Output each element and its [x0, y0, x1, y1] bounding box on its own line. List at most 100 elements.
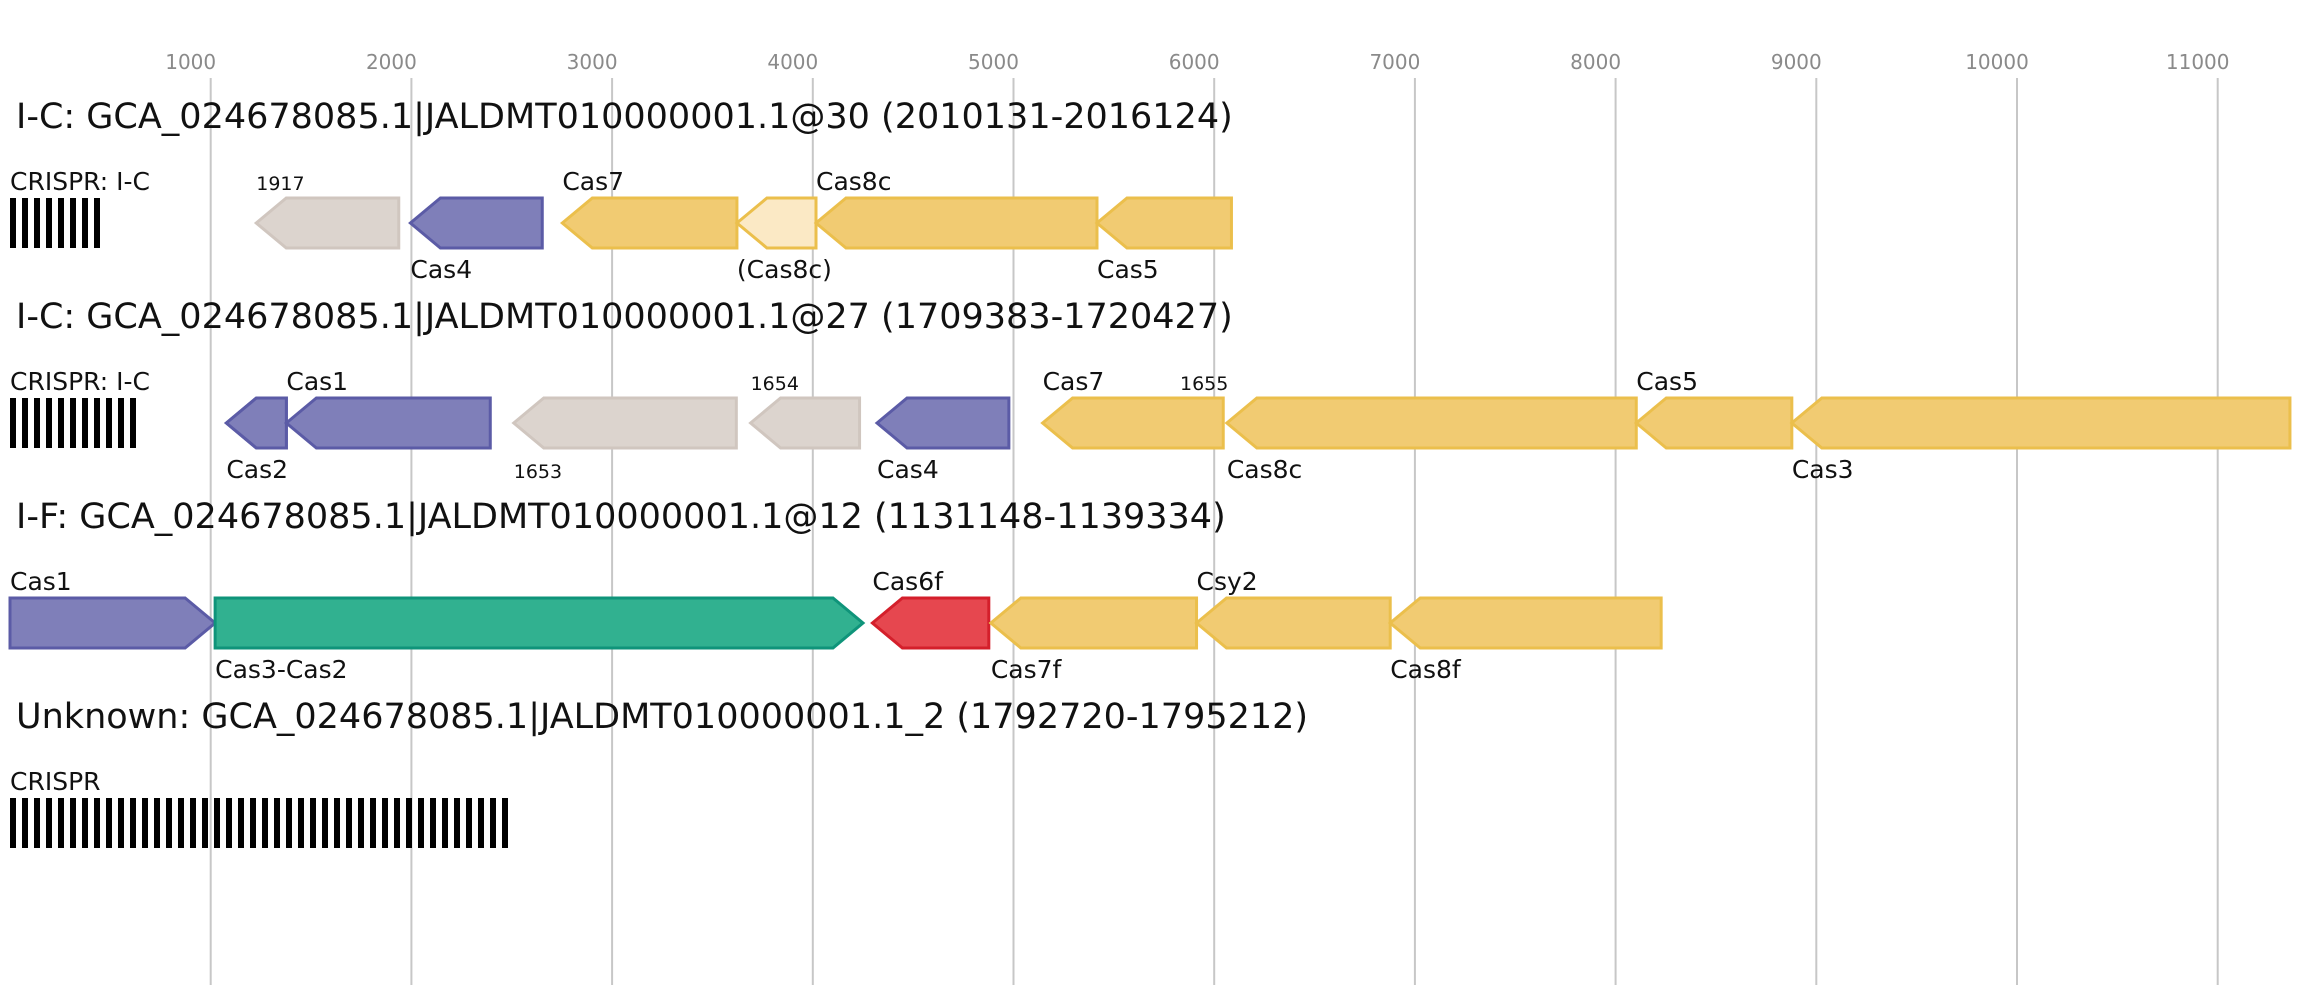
gene-label: 1654: [751, 373, 799, 395]
crispr-repeat: [70, 198, 76, 248]
gene-arrow: [1094, 196, 1233, 250]
gene-arrow: [1194, 596, 1392, 650]
axis-tick-label: 3000: [567, 50, 618, 74]
gene-label: Cas1: [10, 567, 72, 596]
crispr-repeat: [106, 398, 112, 448]
crispr-repeat: [238, 798, 244, 848]
gene-label: Cas2: [226, 455, 288, 484]
track: I-C: GCA_024678085.1|JALDMT010000001.1@3…: [10, 97, 1233, 284]
gene-label: Cas7: [562, 167, 624, 196]
axis-tick-label: 4000: [767, 50, 818, 74]
crispr-repeat: [82, 398, 88, 448]
tracks: I-C: GCA_024678085.1|JALDMT010000001.1@3…: [8, 97, 2292, 848]
crispr-repeat: [130, 798, 136, 848]
gene-arrow: [253, 196, 401, 250]
crispr-repeat: [46, 198, 52, 248]
crispr-repeat: [70, 398, 76, 448]
crispr-repeat: [118, 398, 124, 448]
gene-label: Cas3-Cas2: [215, 655, 347, 684]
crispr-repeat: [58, 398, 64, 448]
crispr-label: CRISPR: [10, 767, 101, 796]
gene-label: Cas1: [286, 367, 348, 396]
gene-arrow: [748, 396, 862, 450]
crispr-repeat: [502, 798, 508, 848]
crispr-repeat: [118, 798, 124, 848]
crispr-repeat: [70, 798, 76, 848]
crispr-repeat: [94, 198, 100, 248]
crispr-repeat: [442, 798, 448, 848]
gene-label: Cas7: [1043, 367, 1105, 396]
track: Unknown: GCA_024678085.1|JALDMT010000001…: [10, 697, 1308, 848]
gene-arrow: [870, 596, 991, 650]
crispr-label: CRISPR: I-C: [10, 167, 150, 196]
gene-arrow: [1633, 396, 1794, 450]
track: I-F: GCA_024678085.1|JALDMT010000001.1@1…: [8, 497, 1663, 684]
gene-arrow: [1387, 596, 1663, 650]
gene-label: Cas7f: [991, 655, 1063, 684]
crispr-repeat: [322, 798, 328, 848]
crispr-repeat: [10, 798, 16, 848]
axis-tick-label: 2000: [366, 50, 417, 74]
gene-label: 1655: [1180, 373, 1228, 395]
axis-tick-label: 7000: [1369, 50, 1420, 74]
crispr-repeat: [370, 798, 376, 848]
gene-arrow: [408, 196, 544, 250]
crispr-repeat: [298, 798, 304, 848]
crispr-repeat: [46, 398, 52, 448]
crispr-repeat: [394, 798, 400, 848]
crispr-repeat: [454, 798, 460, 848]
axis-tick-label: 6000: [1169, 50, 1220, 74]
crispr-repeat: [22, 398, 28, 448]
crispr-repeat: [34, 798, 40, 848]
gene-label: Cas4: [410, 255, 472, 284]
crispr-repeat: [142, 798, 148, 848]
crispr-repeat: [430, 798, 436, 848]
crispr-repeat: [226, 798, 232, 848]
gene-label: 1653: [514, 461, 562, 483]
gene-arrow: [874, 396, 1011, 450]
gene-label: (Cas8c): [737, 255, 832, 284]
crispr-repeat: [418, 798, 424, 848]
axis-tick-label: 8000: [1570, 50, 1621, 74]
axis-tick-label: 10000: [1965, 50, 2029, 74]
crispr-repeat: [10, 398, 16, 448]
crispr-repeat: [346, 798, 352, 848]
gene-arrow: [8, 596, 218, 650]
track-title: I-C: GCA_024678085.1|JALDMT010000001.1@2…: [16, 297, 1233, 337]
gene-arrow: [813, 196, 1099, 250]
crispr-repeat: [262, 798, 268, 848]
crispr-repeat: [94, 398, 100, 448]
axis-grid: 1000 2000 3000 4000 5000 6000 7000 8000 9000 1000…: [165, 50, 2230, 985]
gene-label: Cas8c: [816, 167, 891, 196]
gene-arrow: [1040, 396, 1225, 450]
crispr-repeat: [82, 198, 88, 248]
gene-arrow: [734, 196, 818, 250]
crispr-repeat: [310, 798, 316, 848]
crispr-repeat: [250, 798, 256, 848]
crispr-repeat: [34, 398, 40, 448]
gene-arrow: [559, 196, 739, 250]
crispr-label: CRISPR: I-C: [10, 367, 150, 396]
gene-arrow: [988, 596, 1199, 650]
crispr-repeat: [46, 798, 52, 848]
gene-label: Cas8f: [1390, 655, 1462, 684]
crispr-repeat: [286, 798, 292, 848]
gene-label: Cas3: [1792, 455, 1854, 484]
track-title: I-F: GCA_024678085.1|JALDMT010000001.1@1…: [16, 497, 1226, 537]
gene-label: Cas8c: [1227, 455, 1302, 484]
crispr-repeat: [178, 798, 184, 848]
crispr-repeat: [130, 398, 136, 448]
crispr-repeat: [94, 798, 100, 848]
gene-arrow: [224, 396, 288, 450]
crispr-repeat: [82, 798, 88, 848]
track-title: Unknown: GCA_024678085.1|JALDMT010000001…: [16, 697, 1308, 737]
crispr-repeat: [214, 798, 220, 848]
gene-arrow: [511, 396, 738, 450]
crispr-repeat: [490, 798, 496, 848]
axis-tick-label: 5000: [968, 50, 1019, 74]
gene-label: Cas4: [877, 455, 939, 484]
crispr-repeat: [478, 798, 484, 848]
crispr-repeat: [334, 798, 340, 848]
gene-label: Cas6f: [872, 567, 944, 596]
